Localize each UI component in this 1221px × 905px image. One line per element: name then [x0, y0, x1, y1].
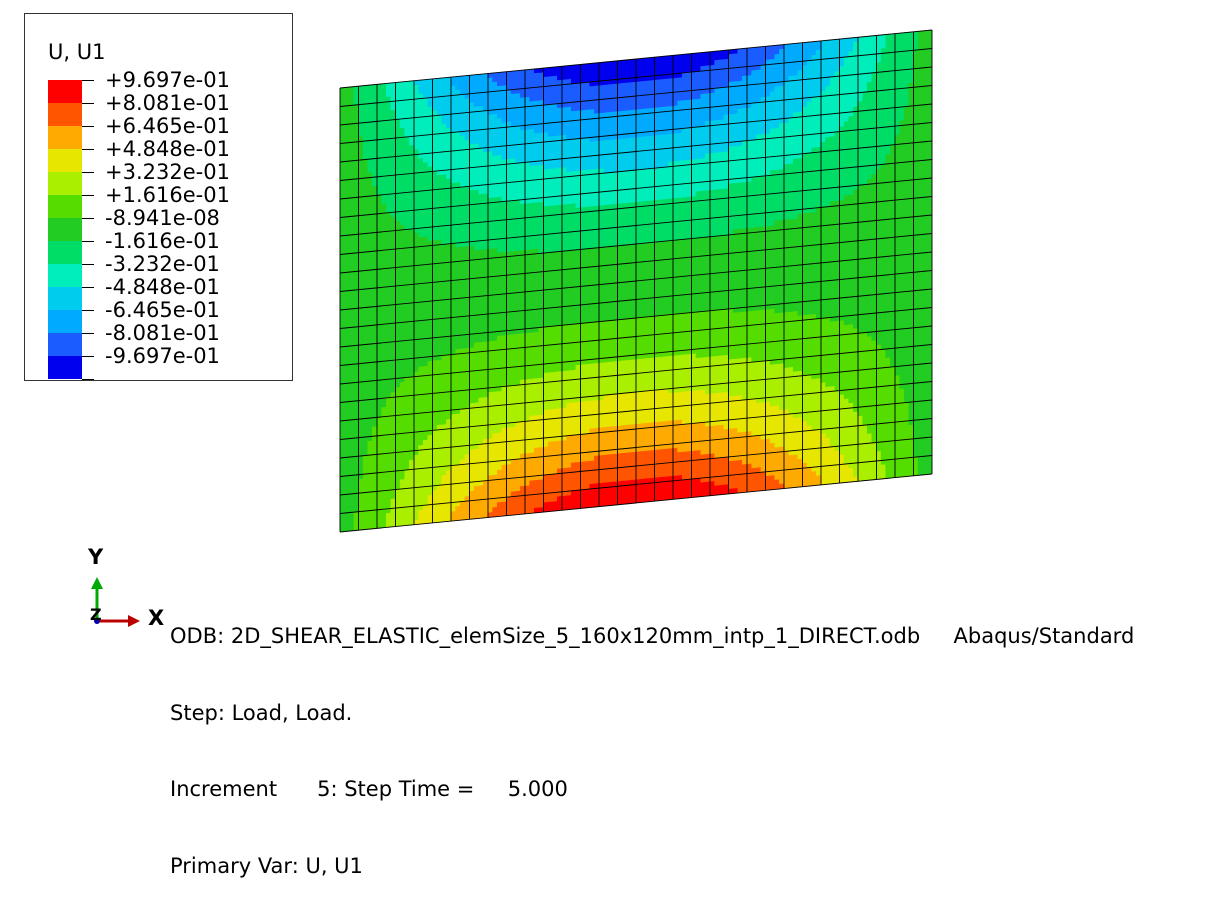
legend-label: -3.232e-01: [105, 252, 220, 276]
legend-swatch: [48, 218, 82, 241]
legend-swatch: [48, 149, 82, 172]
legend-swatch: [48, 241, 82, 264]
y-axis-label: Y: [88, 545, 103, 569]
increment-line: Increment 5: Step Time = 5.000: [170, 777, 1134, 803]
legend-tick: [82, 333, 94, 334]
legend-tick: [82, 80, 94, 81]
legend-title: U, U1: [48, 40, 105, 64]
legend-tick: [82, 287, 94, 288]
legend-label: +4.848e-01: [105, 137, 230, 161]
odb-line: ODB: 2D_SHEAR_ELASTIC_elemSize_5_160x120…: [170, 624, 1134, 650]
legend-label: +8.081e-01: [105, 91, 230, 115]
legend-tick: [82, 310, 94, 311]
x-axis-label: X: [148, 606, 164, 630]
legend-tick: [82, 172, 94, 173]
legend-label: +6.465e-01: [105, 114, 230, 138]
legend-tick: [82, 195, 94, 196]
legend-swatch: [48, 80, 82, 103]
legend-label: -1.616e-01: [105, 229, 220, 253]
legend-tick: [82, 149, 94, 150]
legend-swatch: [48, 103, 82, 126]
info-block: ODB: 2D_SHEAR_ELASTIC_elemSize_5_160x120…: [170, 573, 1134, 905]
legend-label: -8.081e-01: [105, 321, 220, 345]
legend-swatch: [48, 172, 82, 195]
legend-swatch: [48, 356, 82, 379]
legend-label: +9.697e-01: [105, 68, 230, 92]
legend-swatch: [48, 195, 82, 218]
z-axis-label: Z: [90, 605, 102, 624]
legend-tick: [82, 103, 94, 104]
legend-tick: [82, 379, 94, 380]
legend-swatch: [48, 310, 82, 333]
legend-swatch: [48, 333, 82, 356]
step-line: Step: Load, Load.: [170, 701, 1134, 727]
legend-tick: [82, 356, 94, 357]
legend-swatch: [48, 126, 82, 149]
legend-panel[interactable]: U, U1 +9.697e-01+8.081e-01+6.465e-01+4.8…: [24, 13, 293, 381]
legend-swatch: [48, 264, 82, 287]
legend-tick: [82, 218, 94, 219]
legend-tick: [82, 126, 94, 127]
legend-label: -9.697e-01: [105, 344, 220, 368]
primary-var-line: Primary Var: U, U1: [170, 854, 1134, 880]
legend-tick: [82, 264, 94, 265]
legend-label: +3.232e-01: [105, 160, 230, 184]
legend-label: -8.941e-08: [105, 206, 220, 230]
legend-tick: [82, 241, 94, 242]
legend-swatch: [48, 287, 82, 310]
legend-label: -6.465e-01: [105, 298, 220, 322]
legend-label: +1.616e-01: [105, 183, 230, 207]
legend-label: -4.848e-01: [105, 275, 220, 299]
